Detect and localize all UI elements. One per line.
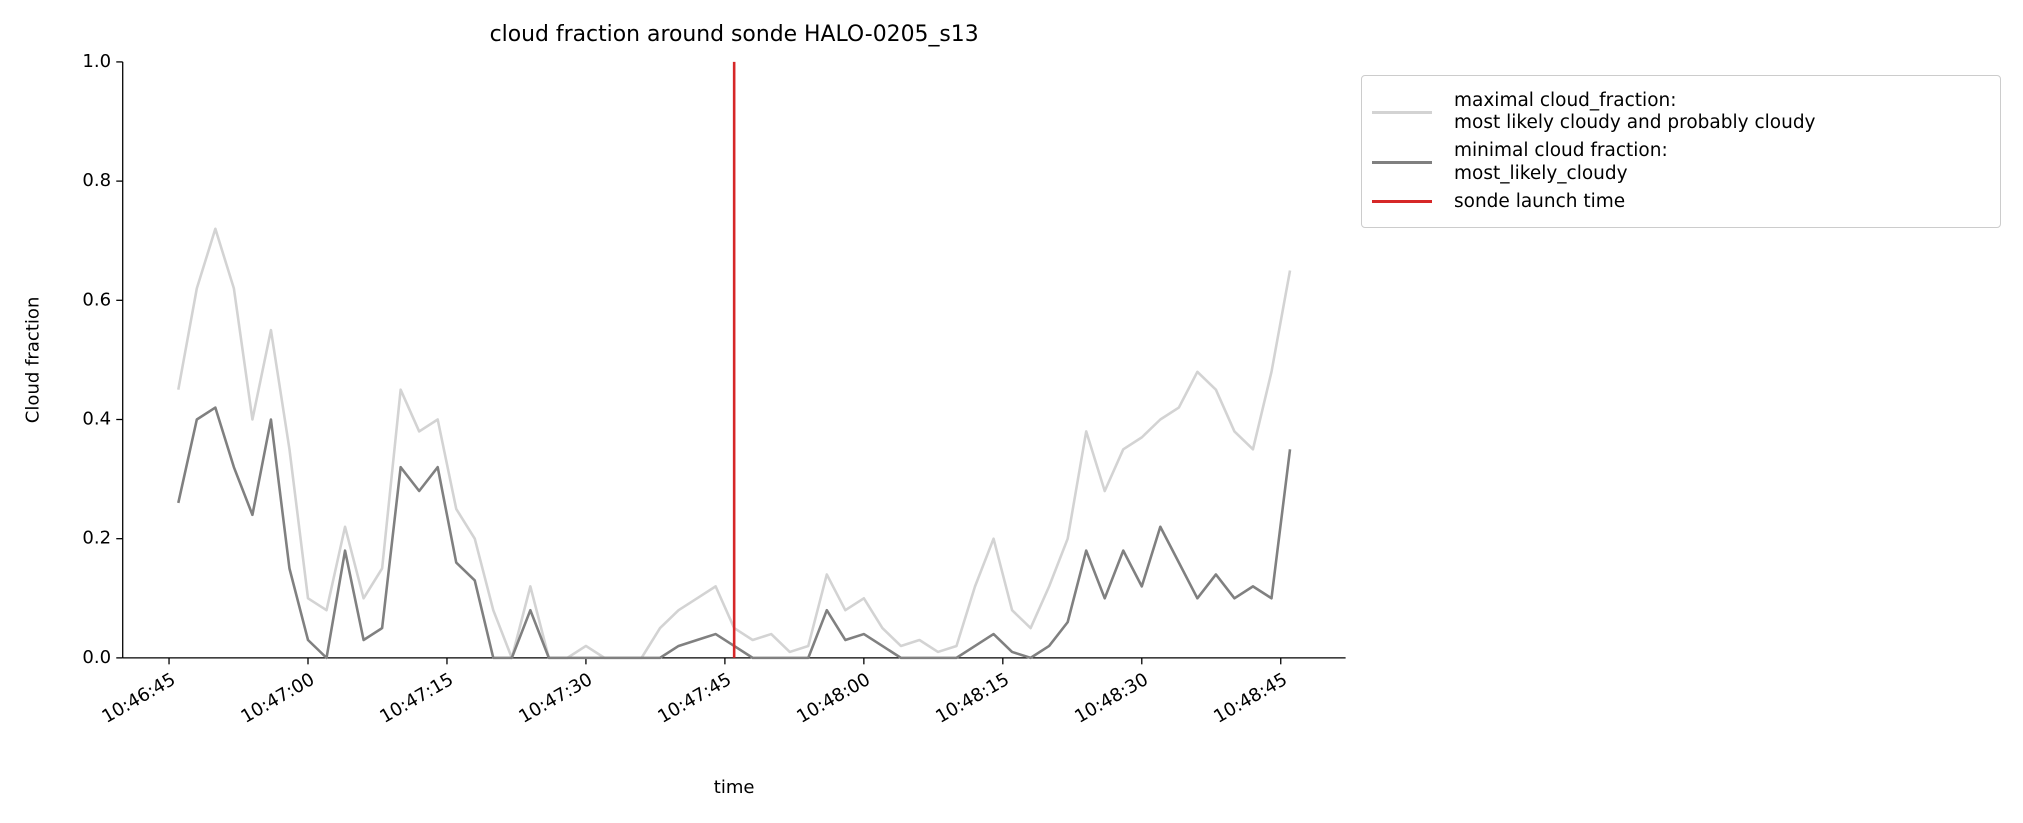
- y-axis-label: Cloud fraction: [23, 297, 44, 424]
- x-tick-label: 10:48:45: [1210, 669, 1291, 728]
- y-tick-label: 0.8: [82, 170, 111, 191]
- legend-entry: minimal cloud fraction: most_likely_clou…: [1362, 140, 2000, 184]
- legend-swatch: [1372, 200, 1432, 204]
- y-tick-label: 0.4: [82, 408, 111, 429]
- y-tick-label: 1.0: [82, 51, 111, 72]
- x-tick-label: 10:47:45: [654, 669, 735, 728]
- chart-title: cloud fraction around sonde HALO-0205_s1…: [490, 22, 979, 47]
- x-tick-label: 10:48:00: [793, 669, 874, 728]
- legend-label: minimal cloud fraction: most_likely_clou…: [1454, 140, 1668, 184]
- x-tick-label: 10:47:15: [376, 669, 457, 728]
- y-tick-label: 0.0: [82, 647, 111, 668]
- x-tick-label: 10:47:00: [237, 669, 318, 728]
- x-tick-label: 10:46:45: [98, 669, 179, 728]
- legend-label: maximal cloud_fraction: most likely clou…: [1454, 90, 1816, 134]
- x-tick-label: 10:47:30: [515, 669, 596, 728]
- legend-swatch: [1372, 110, 1432, 114]
- x-axis-label: time: [714, 777, 755, 798]
- legend-swatch: [1372, 161, 1432, 165]
- y-tick-label: 0.2: [82, 528, 111, 549]
- legend-entry: maximal cloud_fraction: most likely clou…: [1362, 90, 2000, 134]
- legend: maximal cloud_fraction: most likely clou…: [1361, 75, 2001, 228]
- legend-label: sonde launch time: [1454, 190, 1626, 212]
- legend-entry: sonde launch time: [1362, 191, 2000, 213]
- x-tick-label: 10:48:15: [932, 669, 1013, 728]
- x-tick-label: 10:48:30: [1071, 669, 1152, 728]
- y-tick-label: 0.6: [82, 289, 111, 310]
